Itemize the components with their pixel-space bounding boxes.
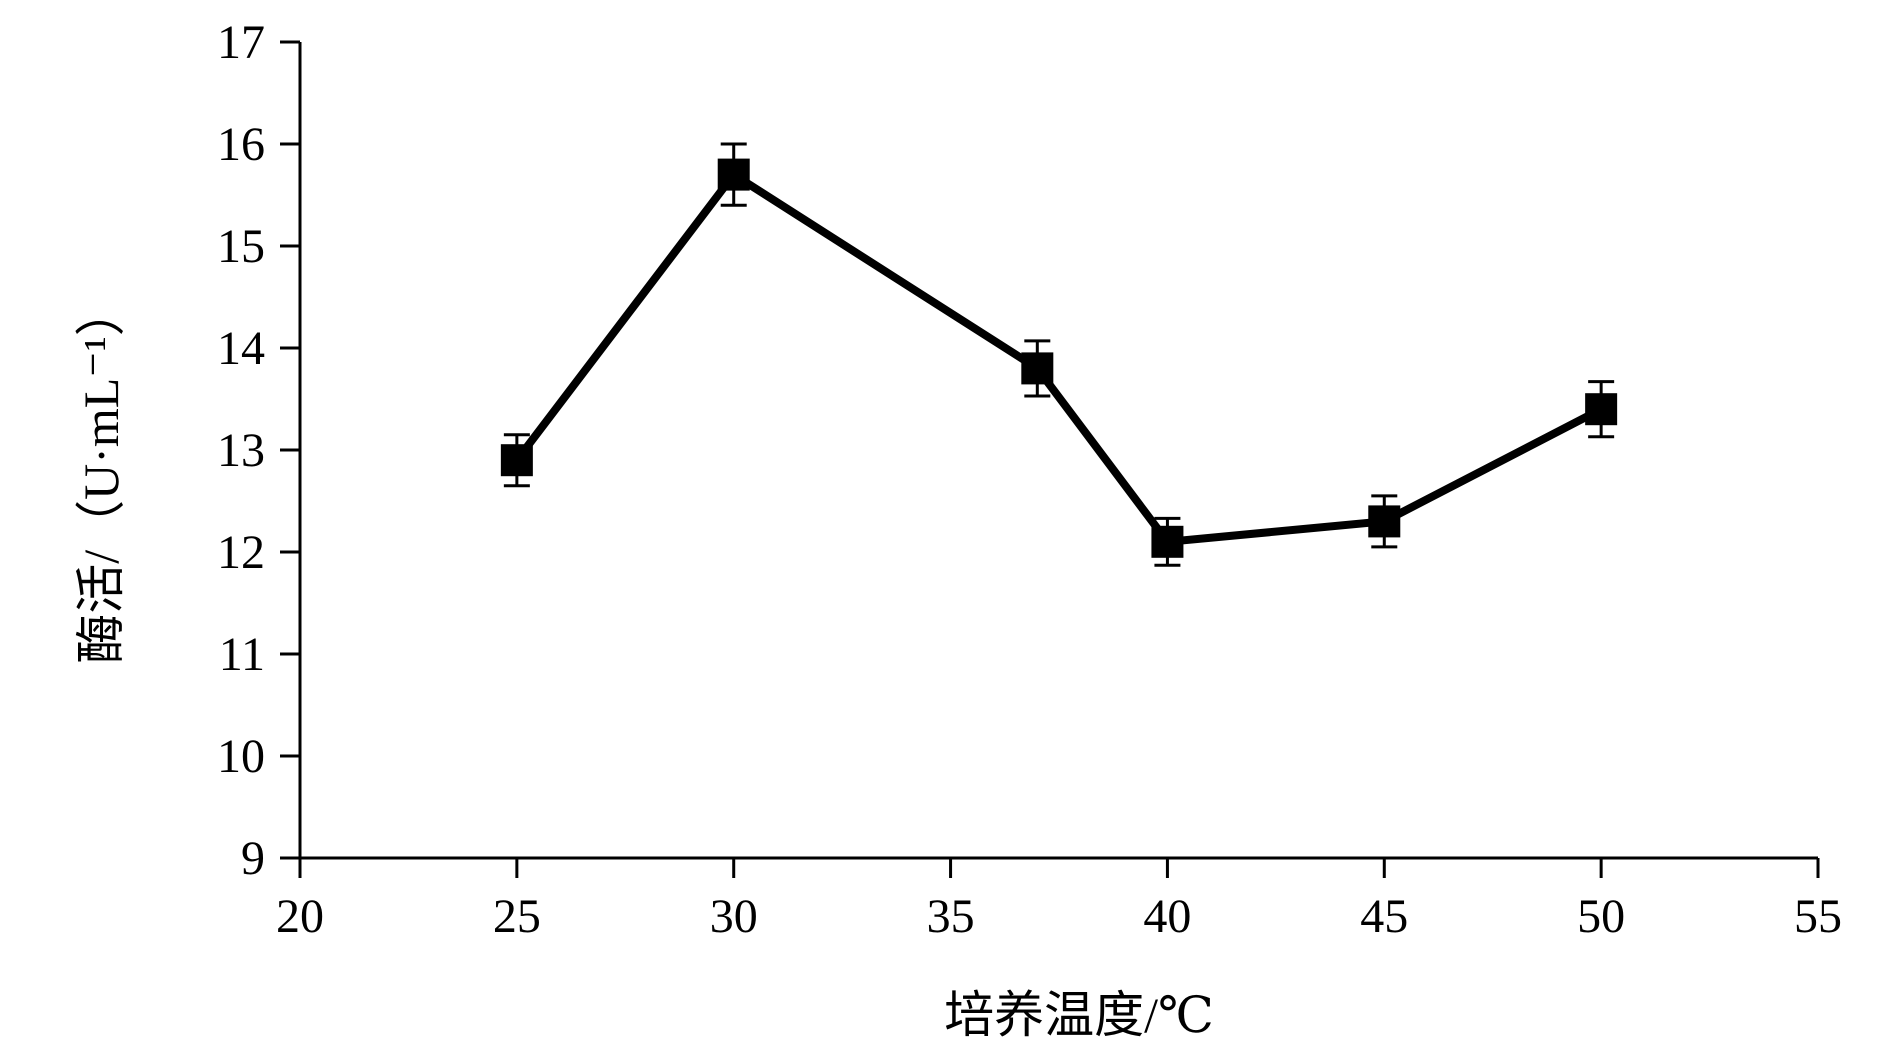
data-point-marker — [717, 158, 750, 191]
x-tick-label: 50 — [1577, 890, 1625, 943]
y-axis-title: 酶活/（U·mL⁻¹） — [73, 286, 129, 663]
x-tick-label: 55 — [1794, 890, 1842, 943]
data-point-marker — [500, 444, 533, 477]
x-tick-label: 40 — [1143, 890, 1191, 943]
y-tick-label: 14 — [217, 322, 265, 375]
x-tick-label: 35 — [927, 890, 975, 943]
x-axis-title: 培养温度/℃ — [944, 987, 1214, 1043]
x-tick-label: 45 — [1360, 890, 1408, 943]
data-point-marker — [1151, 525, 1184, 558]
x-tick-label: 30 — [710, 890, 758, 943]
data-point-marker — [1368, 505, 1401, 538]
series — [500, 142, 1618, 567]
y-tick-label: 12 — [217, 526, 265, 579]
y-tick-label: 17 — [217, 16, 265, 69]
y-tick-label: 9 — [241, 832, 265, 885]
x-tick-label: 20 — [276, 890, 324, 943]
y-tick-label: 16 — [217, 118, 265, 171]
y-tick-label: 13 — [217, 424, 265, 477]
y-tick-label: 10 — [217, 730, 265, 783]
y-tick-label: 11 — [219, 628, 265, 681]
data-point-marker — [1585, 393, 1618, 426]
x-tick-label: 25 — [493, 890, 541, 943]
data-point-marker — [1021, 352, 1054, 385]
x-ticks: 20 25 30 35 40 45 50 55 — [276, 858, 1842, 943]
y-tick-label: 15 — [217, 220, 265, 273]
series-line — [513, 169, 1603, 546]
y-ticks: 9 10 11 12 13 14 15 16 17 — [217, 16, 300, 885]
